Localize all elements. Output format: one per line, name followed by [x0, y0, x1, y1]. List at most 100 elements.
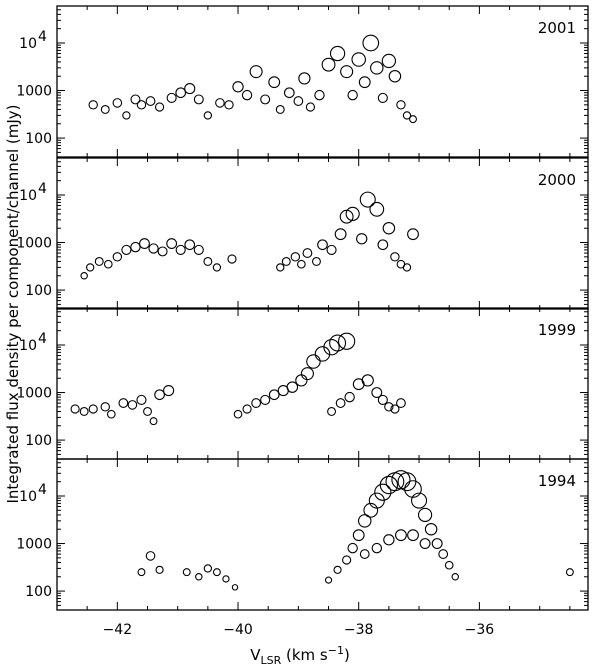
data-point [356, 233, 368, 245]
data-point [195, 573, 203, 581]
data-point [136, 100, 147, 110]
data-point [242, 404, 252, 414]
data-point [112, 98, 123, 108]
data-point [241, 89, 253, 101]
y-tick-label: 100 [25, 283, 52, 299]
x-tick-label: −42 [103, 622, 133, 638]
data-point [300, 367, 314, 381]
data-point [302, 248, 313, 258]
data-point [193, 244, 204, 255]
y-tick-label: 100 [25, 131, 52, 147]
data-point [121, 244, 132, 255]
data-point [306, 354, 321, 369]
data-point [397, 472, 417, 492]
data-point [359, 549, 370, 559]
data-point [166, 92, 177, 103]
data-point [233, 409, 243, 419]
data-point [409, 115, 417, 124]
data-point [347, 89, 358, 101]
x-axis-title-main: V [250, 646, 261, 664]
data-point [411, 492, 428, 509]
y-tick-label: 100 [25, 433, 52, 449]
data-point [351, 52, 366, 67]
data-point [359, 191, 376, 208]
data-point [79, 406, 89, 416]
panel-2001: 100 1000 10 4 2001 [16, 5, 589, 158]
data-point [431, 538, 443, 550]
panel-frame [56, 458, 589, 611]
data-point [388, 69, 402, 83]
y-tick-label: 10 [19, 188, 37, 204]
data-point [396, 398, 406, 408]
data-point [404, 480, 422, 498]
data-point [286, 381, 299, 393]
y-axis-title: Integrated flux density per component/ch… [4, 104, 22, 503]
data-point [352, 529, 365, 542]
x-tick-label: −36 [465, 622, 495, 638]
data-point [290, 252, 301, 262]
data-point [321, 57, 336, 72]
data-point [402, 263, 412, 272]
data-point [100, 104, 110, 114]
data-point [379, 475, 399, 495]
data-point [371, 387, 383, 399]
data-point [154, 102, 165, 112]
data-point [327, 406, 337, 416]
data-point [444, 560, 454, 570]
y-tick-label: 100 [25, 584, 52, 600]
data-point [260, 394, 271, 405]
data-point [122, 111, 131, 120]
data-point [163, 385, 175, 397]
data-point [157, 246, 168, 257]
data-point [451, 573, 459, 581]
x-axis-title-unit-sup: −1 [328, 644, 344, 657]
x-tick-label: −40 [223, 622, 253, 638]
data-point [335, 398, 346, 408]
data-point [166, 238, 178, 250]
data-point [224, 100, 234, 110]
data-point [344, 391, 355, 403]
data-point [175, 87, 187, 99]
data-point [374, 483, 392, 501]
data-point [338, 332, 356, 350]
data-point [402, 111, 412, 120]
panel-frame [56, 307, 589, 460]
panel-1994: 100 1000 10 4 1994 [16, 458, 589, 611]
data-point [215, 98, 225, 108]
panel-year-label: 2001 [538, 19, 576, 37]
data-point [357, 514, 372, 528]
data-point [136, 394, 147, 405]
y-tick-label: 10 [19, 338, 37, 354]
data-point [391, 470, 411, 490]
data-point [396, 100, 406, 110]
panel-year-label: 1999 [538, 321, 576, 339]
data-point [106, 409, 116, 419]
y-tick-label: 1000 [16, 84, 52, 100]
x-axis-title-unit: (km s [281, 646, 328, 664]
y-tick-label: 1000 [16, 537, 52, 553]
data-point [127, 400, 138, 410]
data-point [395, 529, 407, 542]
data-point [295, 374, 308, 387]
data-point [334, 228, 347, 241]
data-point [145, 551, 156, 561]
y-tick-label: 10 [19, 36, 37, 52]
data-point [70, 404, 80, 414]
x-axis-title-sub: LSR [260, 654, 281, 667]
data-point [143, 406, 152, 416]
data-point [184, 239, 196, 251]
data-point [232, 81, 244, 93]
y-tick-label: 1000 [16, 236, 52, 252]
data-point [154, 389, 165, 401]
panel-frame [56, 5, 589, 158]
data-point [227, 254, 237, 264]
data-point [317, 239, 328, 251]
y-tick-label: 10 [19, 489, 37, 505]
data-point [268, 76, 281, 89]
data-point [251, 398, 262, 408]
panel-year-label: 2000 [538, 171, 576, 189]
data-point [203, 256, 213, 266]
data-point [260, 94, 271, 105]
y-tick-label: 1000 [16, 386, 52, 402]
